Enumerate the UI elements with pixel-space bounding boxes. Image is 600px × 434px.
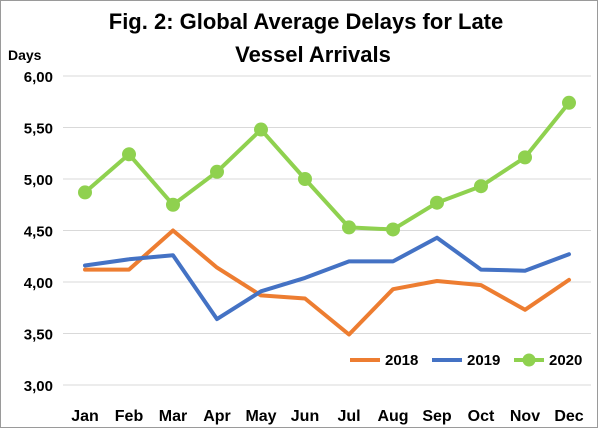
legend-item-2020: 2020 [514,352,582,369]
y-tick-label: 5,50 [24,121,53,138]
legend-item-2019: 2019 [432,352,500,369]
x-tick-label: Sep [422,408,452,425]
legend-label: 2018 [385,352,418,369]
data-point-2020 [518,150,532,165]
y-tick-label: 5,00 [24,172,53,189]
x-tick-label: Jun [291,408,319,425]
gridlines [63,75,591,386]
y-tick-label: 6,00 [24,69,53,86]
data-point-2020 [474,179,488,194]
legend-label: 2019 [467,352,500,369]
y-axis-tick-labels: 3,00 3,50 4,00 4,50 5,00 5,50 6,00 [24,69,53,395]
series-markers [78,95,576,237]
data-point-2020 [430,195,444,210]
series-lines [83,100,571,337]
data-point-2020 [122,147,136,162]
data-point-2020 [298,172,312,186]
x-tick-label: May [245,408,276,425]
x-tick-label: Jul [337,408,360,425]
x-tick-label: Nov [510,408,540,425]
series-line-2019 [83,235,571,322]
y-tick-label: 4,50 [24,224,53,241]
x-axis-tick-labels: Jan Feb Mar Apr May Jun Jul Aug Sep Oct Nov Dec [71,408,584,425]
x-tick-label: Aug [377,408,408,425]
data-point-2020 [210,164,224,179]
legend-label: 2020 [549,352,582,369]
x-tick-label: Oct [468,408,495,425]
x-tick-label: Mar [159,408,187,425]
legend: 2018 2019 2020 [350,352,582,369]
x-tick-label: Dec [554,408,583,425]
data-point-2020 [562,95,576,110]
y-axis-label: Days [8,47,42,63]
data-point-2020 [166,197,180,212]
data-point-2020 [78,185,92,200]
y-tick-label: 3,50 [24,327,53,344]
x-tick-label: Feb [115,408,144,425]
legend-item-2018: 2018 [350,352,418,369]
chart-title-line-1: Fig. 2: Global Average Delays for Late [109,9,504,34]
legend-marker [522,353,536,367]
series-line-2018 [83,228,571,337]
x-tick-label: Jan [71,408,99,425]
data-point-2020 [254,122,268,137]
series-line-2020 [83,100,571,232]
data-point-2020 [342,220,356,235]
chart-title-line-2: Vessel Arrivals [235,42,391,67]
data-point-2020 [386,222,400,237]
x-tick-label: Apr [203,408,231,425]
y-tick-label: 4,00 [24,275,53,292]
y-tick-label: 3,00 [24,378,53,395]
